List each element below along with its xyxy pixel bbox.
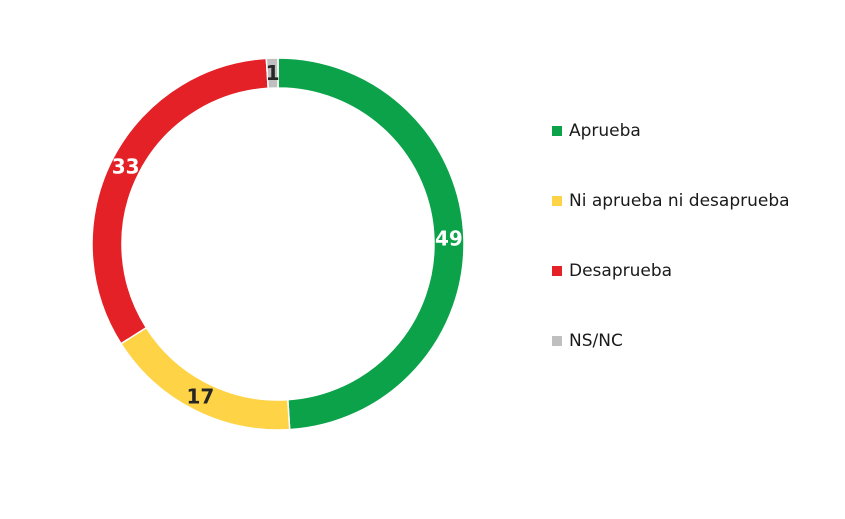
donut-slices [91,57,465,431]
legend-swatch-aprueba [552,125,562,136]
legend: Aprueba Ni aprueba ni desaprueba Desapru… [552,113,842,393]
slice-ni-aprueba-ni-desaprueba [119,326,291,431]
value-label-aprueba: 49 [435,227,463,251]
legend-item-ns-nc: NS/NC [552,323,842,358]
slice-ns-nc [265,57,279,90]
legend-label-ns-nc: NS/NC [569,330,623,351]
legend-swatch-ns-nc [552,335,562,346]
legend-item-ni-aprueba-ni-desaprueba: Ni aprueba ni desaprueba [552,183,842,218]
legend-item-desaprueba: Desaprueba [552,253,842,288]
legend-label-desaprueba: Desaprueba [569,260,673,281]
legend-swatch-ni-aprueba-ni-desaprueba [552,195,562,206]
legend-label-aprueba: Aprueba [569,120,641,141]
value-label-desaprueba: 33 [112,154,140,178]
donut-value-labels: 49 17 33 1 [112,61,463,408]
legend-label-ni-aprueba-ni-desaprueba: Ni aprueba ni desaprueba [569,190,790,211]
legend-item-aprueba: Aprueba [552,113,842,148]
value-label-ns-nc: 1 [266,61,280,85]
value-label-ni-aprueba-ni-desaprueba: 17 [186,384,214,408]
slice-desaprueba [91,57,270,345]
legend-swatch-desaprueba [552,265,562,276]
